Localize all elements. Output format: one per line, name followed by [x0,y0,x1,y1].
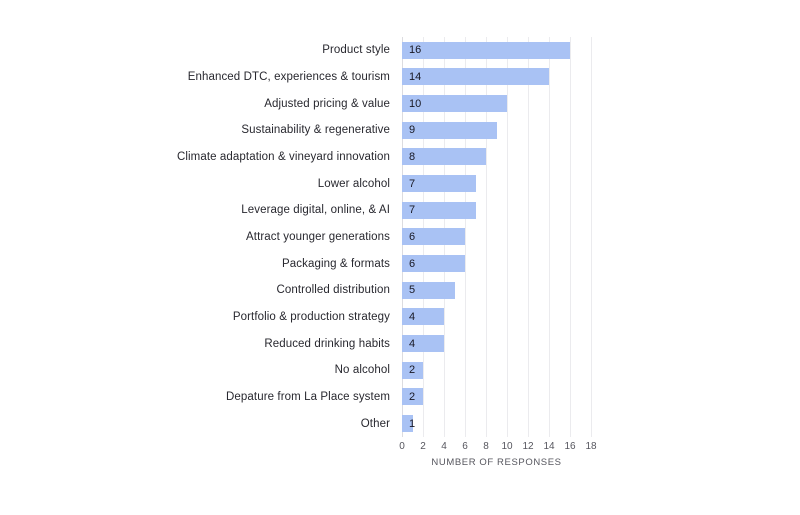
bar-row: Attract younger generations 6 [0,224,800,251]
bar: 4 [402,335,444,353]
category-label: Adjusted pricing & value [264,97,390,110]
bar-row: Leverage digital, online, & AI 7 [0,197,800,224]
bar-value-label: 4 [409,310,416,323]
bar-row: Reduced drinking habits 4 [0,330,800,357]
bar: 7 [402,201,476,219]
bar-row: Packaging & formats 6 [0,250,800,277]
x-axis-title: NUMBER OF RESPONSES [431,457,562,468]
x-tick-label: 12 [522,441,534,452]
bar: 2 [402,388,423,406]
gridline [528,37,529,437]
category-label: Depature from La Place system [226,390,390,403]
bar-row: Climate adaptation & vineyard innovation… [0,144,800,171]
bar: 9 [402,121,497,139]
category-label: Portfolio & production strategy [232,310,390,323]
category-label: Sustainability & regenerative [241,124,390,137]
bar: 2 [402,361,423,379]
bar-rows: Product style 16 Enhanced DTC, experiences… [0,37,800,437]
bar-value-label: 2 [409,390,416,403]
bar-value-label: 5 [409,284,416,297]
bar-row: Adjusted pricing & value 10 [0,90,800,117]
bar-value-label: 10 [409,97,422,110]
bar: 10 [402,95,507,113]
bar-row: Lower alcohol 7 [0,170,800,197]
x-tick-label: 16 [564,441,576,452]
category-label: No alcohol [334,364,390,377]
bar-row: Controlled distribution 5 [0,277,800,304]
x-tick-label: 6 [462,441,468,452]
x-tick-label: 8 [483,441,489,452]
bar-value-label: 8 [409,150,416,163]
bar-row: Portfolio & production strategy 4 [0,304,800,331]
category-label: Packaging & formats [281,257,390,270]
bar-row: No alcohol 2 [0,357,800,384]
bar-value-label: 6 [409,257,416,270]
category-label: Controlled distribution [276,284,390,297]
bar: 1 [402,415,416,433]
bar-value-label: 16 [409,44,422,57]
bar-value-label: 4 [409,337,416,350]
gridline [507,37,508,437]
bar: 5 [402,281,455,299]
bar-value-label: 6 [409,230,416,243]
category-label: Other [360,417,390,430]
bar-row: Product style 16 [0,37,800,64]
category-label: Product style [322,44,390,57]
category-label: Leverage digital, online, & AI [241,204,390,217]
x-tick-label: 4 [441,441,447,452]
bar-value-label: 7 [409,177,416,190]
bar: 16 [402,41,570,59]
bar-value-label: 1 [409,417,416,430]
bar-row: Depature from La Place system 2 [0,384,800,411]
bar: 4 [402,308,444,326]
category-label: Lower alcohol [317,177,390,190]
bar-row: Sustainability & regenerative 9 [0,117,800,144]
x-tick-label: 0 [399,441,405,452]
bar-row: Other 1 [0,410,800,437]
gridline [486,37,487,437]
x-tick-label: 14 [543,441,555,452]
bar-row: Enhanced DTC, experiences & tourism 14 [0,64,800,91]
x-tick-label: 2 [420,441,426,452]
gridline [570,37,571,437]
bar: 14 [402,68,549,86]
category-label: Climate adaptation & vineyard innovation [176,150,390,163]
gridline [591,37,592,437]
category-label: Reduced drinking habits [264,337,390,350]
gridline [465,37,466,437]
category-label: Attract younger generations [246,230,390,243]
bar: 7 [402,175,476,193]
bar-value-label: 2 [409,364,416,377]
x-tick-label: 10 [501,441,513,452]
bar-value-label: 9 [409,124,416,137]
category-label: Enhanced DTC, experiences & tourism [187,70,390,83]
bar: 6 [402,228,465,246]
bar-value-label: 7 [409,204,416,217]
gridline [549,37,550,437]
x-tick-label: 18 [585,441,597,452]
bar: 8 [402,148,486,166]
bar-value-label: 14 [409,70,422,83]
bar: 6 [402,255,465,273]
